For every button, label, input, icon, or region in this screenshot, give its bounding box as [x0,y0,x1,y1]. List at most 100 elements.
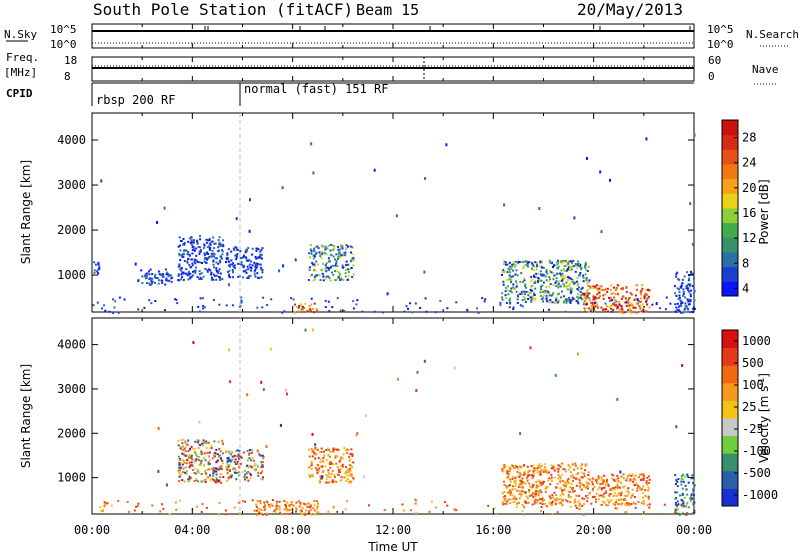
scatter-cell [252,459,255,462]
scatter-cell [516,466,519,468]
scatter-cell [584,464,587,467]
scatter-cell [226,252,229,255]
scatter-cell [183,461,186,464]
scatter-cell [315,260,318,263]
scatter-cell [323,454,325,457]
scatter-cell [531,278,534,281]
scatter-cell [183,449,186,452]
scatter-cell [337,257,339,260]
scatter-cell [519,473,522,476]
scatter-cell [192,274,195,277]
scatter-cell [250,465,253,468]
scatter-cell [567,490,570,493]
scatter-cell [521,260,524,263]
scatter-cell [339,256,341,259]
scatter-cell [560,296,563,299]
scatter-cell [191,249,194,251]
scatter-cell [693,299,696,302]
scatter-cell [170,280,173,283]
scatter-cell [346,452,349,454]
scatter-cell [544,291,547,294]
scatter-cell [527,501,530,504]
scatter-cell [521,486,524,489]
scatter-cell [533,281,536,284]
scatter-cell [507,469,510,472]
scatter-cell [567,298,570,301]
scatter-cell [528,495,531,498]
scatter-cell [186,261,189,264]
scatter-cell [599,483,602,486]
scatter-cell [325,262,328,265]
scatter-cell [504,495,507,498]
scatter-cell [198,252,201,255]
scatter-cell [97,261,100,264]
scatter-cell [327,275,330,278]
scatter-cell [208,459,211,461]
scatter-cell [550,476,553,479]
scatter-cell [317,263,320,266]
scatter-cell [349,245,352,248]
scatter-cell [676,500,679,503]
scatter-cell [577,302,580,305]
scatter-cell [684,475,687,478]
scatter-cell [583,503,586,506]
scatter-cell [502,283,505,286]
scatter-cell [199,277,202,280]
scatter-cell [217,262,220,265]
scatter-cell [509,480,512,483]
scatter-cell [321,272,324,275]
scatter-cell [161,503,164,506]
scatter-cell [188,456,191,459]
scatter-cell [627,490,629,493]
scatter-cell [157,427,160,430]
scatter-cell [640,289,643,292]
scatter-cell [168,513,171,516]
scatter-cell [336,466,339,469]
scatter-cell [244,478,247,481]
scatter-cell [665,296,668,299]
scatter-cell [564,482,567,485]
scatter-cell [510,281,512,284]
scatter-cell [518,472,521,475]
scatter-cell [554,373,557,377]
scatter-cell [541,498,543,501]
scatter-cell [550,501,553,504]
scatter-cell [192,341,195,344]
scatter-cell [178,475,181,478]
scatter-cell [311,455,314,458]
colorbar-swatch [722,453,738,472]
scatter-cell [195,266,197,269]
scatter-cell [602,308,604,311]
scatter-cell [182,255,185,258]
scatter-cell [560,497,563,500]
scatter-cell [682,292,685,295]
scatter-cell [506,472,509,475]
scatter-cell [312,171,315,175]
scatter-cell [609,499,612,502]
scatter-cell [612,286,615,289]
scatter-cell [524,293,526,296]
scatter-cell [556,511,559,514]
scatter-cell [179,471,182,473]
scatter-cell [619,475,622,478]
scatter-cell [542,266,545,269]
scatter-cell [618,486,621,489]
scatter-cell [345,479,348,482]
scatter-cell [642,308,644,311]
scatter-cell [167,275,170,278]
scatter-cell [577,298,580,301]
scatter-cell [334,476,336,479]
scatter-cell [407,307,409,310]
scatter-cell [106,502,109,505]
scatter-cell [206,451,209,454]
scatter-cell [281,186,284,190]
scatter-cell [268,506,271,508]
scatter-cell [140,269,143,272]
scatter-cell [177,275,180,277]
scatter-cell [584,261,587,264]
scatter-cell [320,451,323,453]
scatter-cell [343,446,346,449]
scatter-cell [567,464,570,467]
velocity-panel-frame [91,317,695,515]
scatter-cell [532,475,535,478]
